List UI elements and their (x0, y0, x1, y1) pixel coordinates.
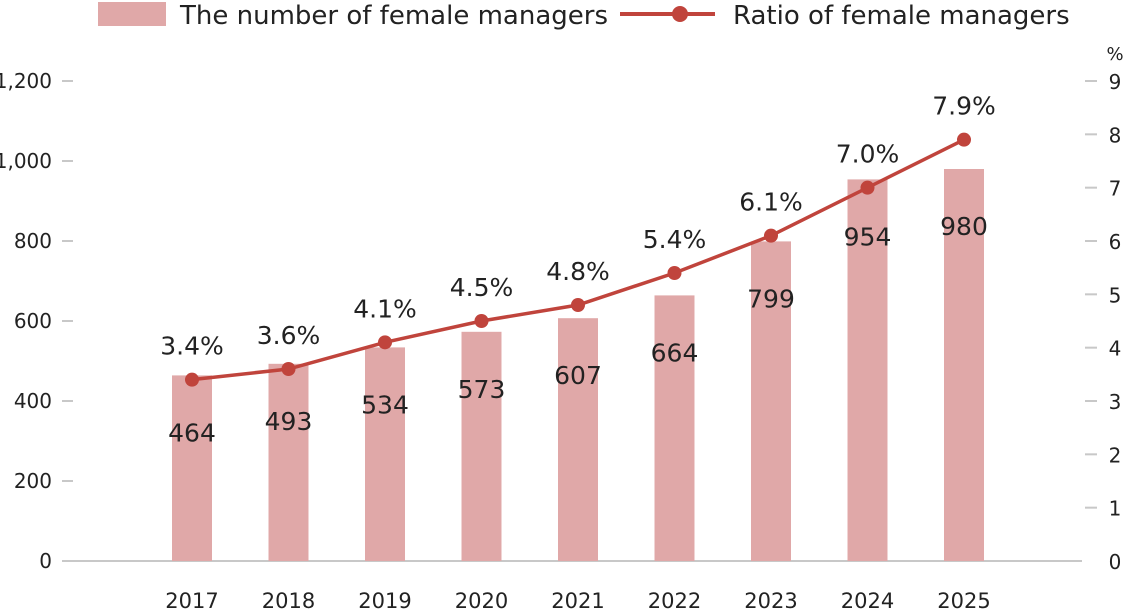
right-tick-label: 9 (1109, 70, 1122, 94)
legend-bar-label: The number of female managers (179, 1, 608, 31)
ratio-value-label: 7.9% (932, 92, 996, 121)
ratio-value-label: 5.4% (643, 225, 707, 254)
left-tick-label: 200 (14, 469, 52, 493)
right-tick-label: 8 (1109, 123, 1122, 147)
x-tick-label: 2019 (358, 589, 411, 611)
x-tick-label: 2023 (744, 589, 797, 611)
bar-2020 (461, 331, 502, 561)
ratio-value-label: 6.1% (739, 188, 803, 217)
ratio-point-2020 (474, 314, 489, 328)
legend: The number of female managers Ratio of f… (98, 1, 1070, 31)
bar-2019 (365, 347, 405, 561)
ratio-point-2019 (378, 335, 392, 350)
x-tick-label: 2024 (841, 589, 894, 611)
bar-value-label: 799 (747, 284, 795, 313)
bar-2023 (751, 241, 791, 561)
bar-value-label: 980 (940, 212, 988, 241)
bar-value-label: 493 (265, 407, 313, 436)
right-tick-label: 3 (1109, 390, 1122, 414)
ratio-point-2024 (860, 180, 875, 195)
left-tick-label: 1,200 (0, 69, 52, 93)
x-tick-label: 2017 (165, 589, 218, 611)
bar-2022 (654, 295, 695, 561)
bar-value-label: 573 (458, 375, 506, 404)
bar-2021 (558, 318, 598, 561)
right-tick-label: 1 (1109, 497, 1122, 521)
left-tick-label: 400 (14, 389, 52, 413)
bar-value-label: 664 (651, 338, 699, 367)
ratio-value-label: 4.5% (450, 273, 514, 302)
ratio-point-2023 (764, 228, 778, 243)
ratio-point-2022 (667, 266, 682, 280)
left-tick-label: 600 (14, 309, 52, 333)
ratio-value-label: 4.1% (353, 294, 417, 323)
right-tick-label: 2 (1109, 443, 1122, 467)
bar-2024 (847, 179, 888, 561)
ratio-value-label: 3.6% (257, 321, 321, 350)
right-tick-label: 7 (1109, 177, 1122, 201)
ratio-point-2025 (957, 132, 971, 147)
bar-value-label: 534 (361, 390, 409, 419)
bar-value-label: 954 (844, 222, 892, 251)
bar-value-label: 607 (554, 361, 602, 390)
right-tick-label: 5 (1109, 283, 1122, 307)
right-axis-unit: % (1106, 44, 1123, 65)
ratio-point-2021 (571, 298, 585, 312)
ratio-point-2017 (185, 372, 199, 387)
ratio-value-label: 3.4% (160, 332, 224, 361)
left-tick-label: 800 (14, 229, 52, 253)
right-tick-label: 4 (1109, 337, 1122, 361)
left-tick-label: 0 (39, 549, 52, 573)
ratio-value-label: 7.0% (836, 140, 900, 169)
bar-2025 (944, 169, 984, 561)
ratio-point-2018 (281, 362, 296, 376)
legend-bar-swatch (98, 2, 166, 26)
bar-2018 (268, 363, 309, 561)
left-tick-label: 1,000 (0, 149, 52, 173)
legend-line-label: Ratio of female managers (733, 1, 1070, 31)
right-tick-label: 6 (1109, 230, 1122, 254)
x-tick-label: 2025 (937, 589, 990, 611)
x-tick-label: 2020 (455, 589, 508, 611)
bar-2017 (172, 375, 212, 561)
x-tick-label: 2018 (262, 589, 315, 611)
x-tick-label: 2022 (648, 589, 701, 611)
x-tick-label: 2021 (551, 589, 604, 611)
legend-line-marker (672, 6, 688, 22)
ratio-value-label: 4.8% (546, 257, 610, 286)
bar-value-label: 464 (168, 418, 216, 447)
right-tick-label: 0 (1109, 550, 1122, 574)
